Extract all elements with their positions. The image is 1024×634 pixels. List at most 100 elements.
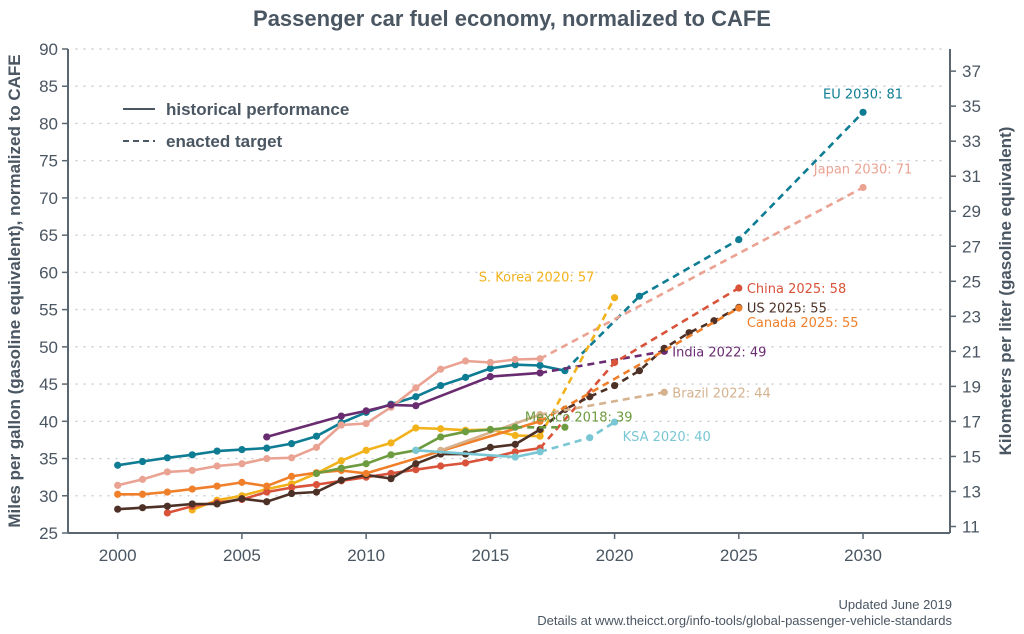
data-point-mexico (362, 460, 370, 468)
footer-updated: Updated June 2019 (839, 597, 952, 612)
data-point-mexico (486, 425, 494, 434)
data-point-japan (437, 365, 445, 373)
data-point-ksa (412, 446, 420, 454)
data-point-us (238, 495, 246, 503)
series-label-eu: EU 2030: 81 (823, 87, 903, 102)
data-point-us (138, 504, 147, 512)
y-tick-label: 80 (39, 114, 58, 133)
y-tick-label: 45 (39, 375, 58, 394)
data-point-china (163, 509, 171, 517)
data-point-mexico (437, 433, 445, 441)
data-point-eu (263, 444, 271, 452)
series-labels: EU 2030: 81 Japan 2030: 71 India 2022: 49 S… (479, 87, 913, 445)
data-point-s-korea (412, 424, 420, 432)
target-point-brazil (660, 388, 668, 396)
data-point-eu (312, 432, 321, 440)
data-point-eu (511, 361, 519, 369)
x-tick-label: 2015 (471, 546, 509, 565)
series-label-india: India 2022: 49 (672, 345, 766, 360)
data-point-s-korea (362, 446, 370, 454)
historical-line-japan (117, 357, 541, 487)
data-point-india (263, 433, 271, 441)
y2-tick-label: 35 (962, 97, 981, 116)
target-point-eu (635, 292, 644, 300)
data-point-canada (238, 478, 246, 486)
data-point-us (188, 500, 196, 508)
data-point-india (337, 412, 345, 420)
data-point-mexico (511, 423, 519, 431)
y-tick-label: 25 (39, 524, 58, 543)
data-point-eu (114, 461, 122, 469)
data-point-mexico (461, 428, 470, 436)
data-point-s-korea (337, 457, 345, 465)
y2-tick-label: 37 (962, 62, 981, 81)
data-point-japan (312, 443, 321, 451)
x-tick-label: 2005 (223, 546, 261, 565)
series-ksa (412, 418, 619, 461)
data-point-canada (188, 485, 196, 493)
data-point-china (437, 462, 445, 470)
y-tick-label: 60 (39, 263, 58, 282)
x-tick-label: 2000 (99, 546, 137, 565)
data-point-s-korea (387, 439, 395, 447)
y-tick-label: 85 (39, 77, 58, 96)
x-tick-label: 2025 (720, 546, 758, 565)
target-point-mexico (561, 423, 569, 431)
y2-tick-label: 25 (962, 272, 981, 291)
data-point-us (114, 505, 122, 513)
data-point-japan (486, 358, 494, 367)
data-point-us (312, 488, 321, 496)
y-tick-label: 40 (39, 412, 58, 431)
target-point-s-korea (610, 294, 619, 302)
data-point-mexico (337, 464, 345, 472)
y-tick-label: 75 (39, 152, 58, 171)
data-point-china (461, 459, 470, 467)
series-us (114, 303, 743, 513)
data-point-japan (114, 481, 122, 489)
data-point-india (387, 401, 395, 409)
series-label-china: China 2025: 58 (747, 282, 846, 297)
y-ticks-right: 11 13 15 17 19 21 23 25 27 29 31 33 35 37 (950, 62, 981, 536)
y2-tick-label: 29 (962, 202, 981, 221)
series-japan (114, 183, 867, 489)
data-point-canada (263, 482, 271, 490)
y2-tick-label: 21 (962, 342, 981, 361)
data-point-eu (213, 447, 221, 455)
series-china (163, 284, 743, 517)
series-label-ksa: KSA 2020: 40 (623, 430, 711, 445)
data-point-china (288, 483, 296, 492)
series-label-s-korea: S. Korea 2020: 57 (479, 271, 595, 286)
legend: historical performance enacted target (123, 100, 349, 151)
data-point-us (213, 500, 221, 508)
data-point-eu (188, 451, 196, 459)
data-point-japan (163, 468, 171, 476)
y2-tick-label: 27 (962, 237, 981, 256)
data-point-japan (138, 475, 147, 483)
data-point-us (263, 498, 271, 506)
data-point-us (163, 502, 171, 510)
data-point-japan (213, 462, 221, 470)
data-point-eu (412, 393, 420, 401)
target-point-ksa (586, 434, 594, 442)
target-line-canada (539, 306, 740, 423)
data-point-japan (511, 355, 519, 364)
data-point-mexico (387, 451, 395, 459)
data-point-canada (138, 490, 147, 498)
data-point-canada (536, 417, 544, 425)
axes (67, 49, 951, 534)
target-line-brazil (539, 391, 665, 416)
data-point-canada (362, 469, 370, 478)
y2-tick-label: 13 (962, 482, 981, 501)
x-tick-label: 2010 (347, 546, 385, 565)
y-ticks-left: 25 30 35 40 45 50 55 60 65 70 75 80 85 90 (39, 40, 68, 543)
series-label-brazil: Brazil 2022: 44 (672, 386, 771, 401)
series-s-korea (188, 294, 619, 514)
series-label-mexico: Mexico 2018: 39 (525, 410, 633, 425)
historical-line-canada (117, 420, 541, 496)
y2-tick-label: 31 (962, 167, 981, 186)
data-point-china (387, 469, 395, 478)
data-point-canada (163, 488, 171, 496)
y2-tick-label: 11 (962, 517, 980, 536)
data-point-japan (337, 421, 345, 429)
